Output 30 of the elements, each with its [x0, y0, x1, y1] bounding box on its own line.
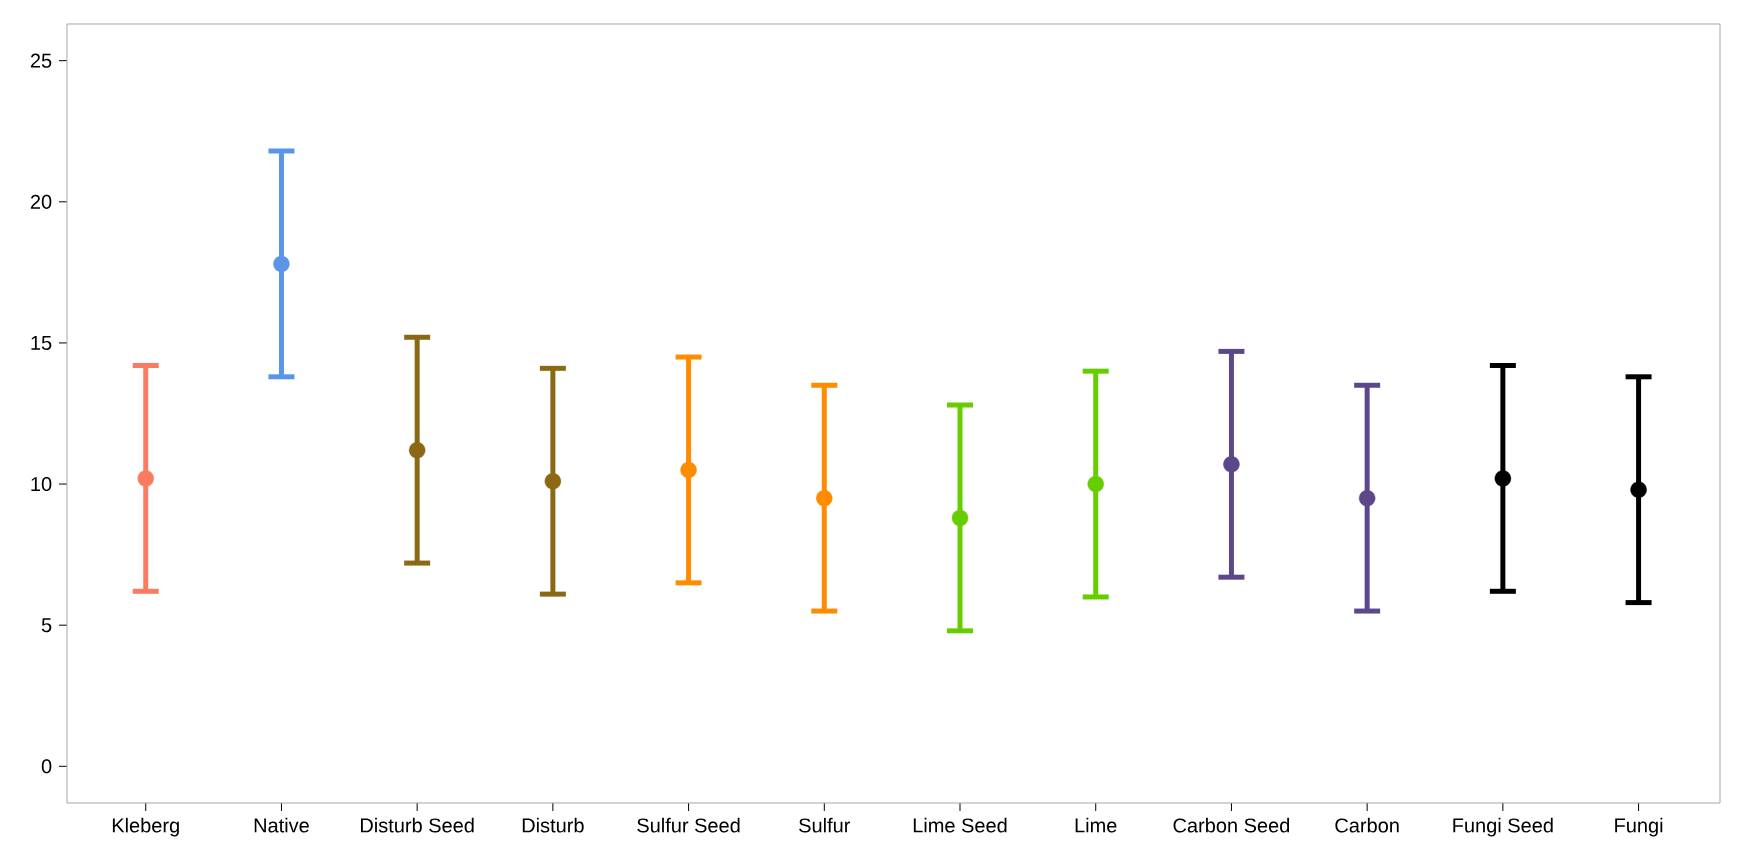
point — [1223, 456, 1240, 473]
x-tick-label: Carbon Seed — [1173, 817, 1290, 833]
y-tick-label: 0 — [41, 759, 52, 774]
y-tick-label: 10 — [31, 476, 52, 492]
point — [1087, 475, 1104, 493]
point — [1494, 470, 1512, 487]
point — [816, 489, 833, 507]
x-tick-label: Sulfur — [799, 817, 851, 833]
point — [408, 441, 426, 459]
y-tick-label: 15 — [31, 335, 52, 350]
x-tick-label: Fungi Seed — [1453, 817, 1553, 837]
point — [680, 461, 697, 479]
point — [951, 509, 969, 527]
x-tick-label: Disturb — [522, 817, 584, 833]
y-tick-label: 25 — [30, 53, 52, 68]
point — [1630, 481, 1647, 498]
y-tick-label: 5 — [41, 618, 52, 633]
x-tick-label: Sulfur Seed — [637, 817, 740, 833]
x-tick-label: Lime — [1075, 817, 1117, 833]
point — [273, 255, 290, 273]
x-tick-label: Lime Seed — [913, 817, 1007, 833]
y-tick-label: 20 — [30, 194, 52, 209]
x-tick-label: Fungi — [1615, 817, 1663, 837]
x-tick-label: Disturb Seed — [361, 817, 474, 833]
point — [1358, 489, 1376, 507]
point — [544, 473, 562, 490]
point — [137, 470, 154, 487]
x-tick-label: Kleberg — [112, 817, 179, 837]
x-tick-label: Carbon — [1335, 817, 1399, 833]
x-tick-label: Native — [254, 817, 309, 833]
